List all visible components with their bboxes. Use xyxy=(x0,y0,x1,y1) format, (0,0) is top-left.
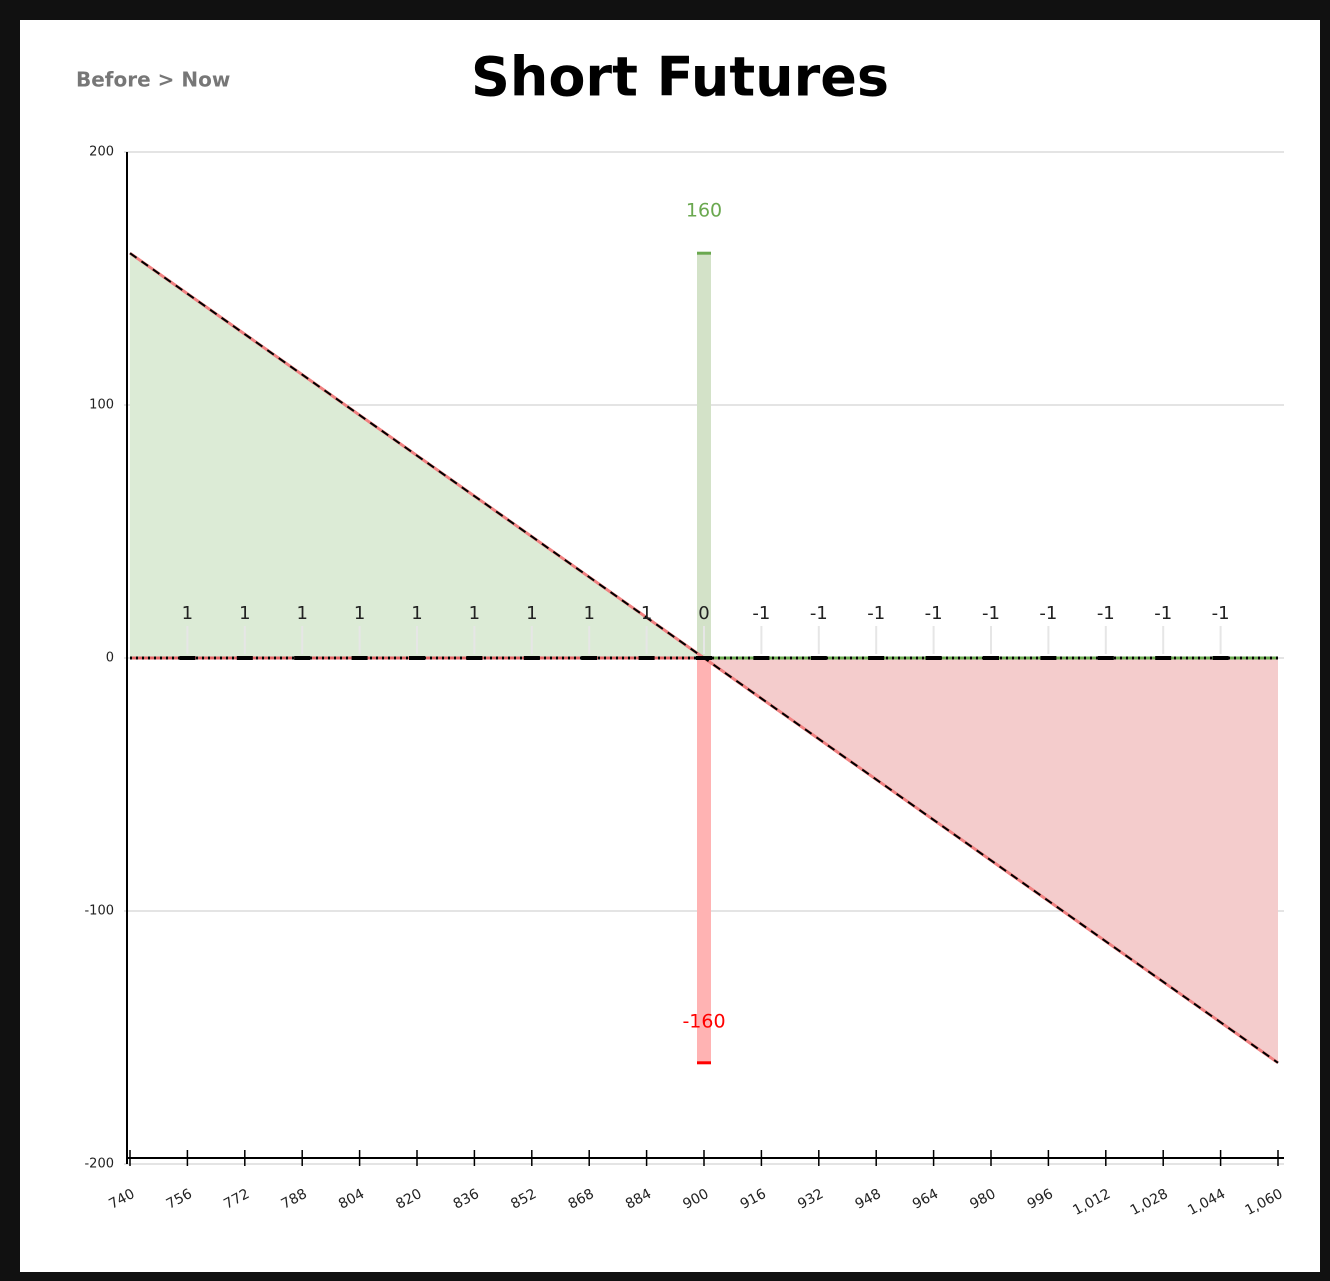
bar-label: 160 xyxy=(686,200,722,222)
marker-label: -1 xyxy=(1212,603,1230,624)
chart: Before > Now Short Futures -200 -100 0 100 2… xyxy=(76,46,1286,1219)
marker xyxy=(1097,656,1114,660)
marker xyxy=(409,656,425,660)
marker xyxy=(753,656,770,660)
marker xyxy=(868,656,885,660)
y-tick-label: 200 xyxy=(89,145,114,160)
marker xyxy=(581,656,598,660)
marker xyxy=(236,656,253,660)
marker-label: -1 xyxy=(867,603,885,624)
marker xyxy=(1040,656,1057,660)
y-tick-label: 0 xyxy=(106,651,114,666)
marker xyxy=(1212,656,1229,660)
y-tick-label: -100 xyxy=(84,904,114,919)
marker-label: -1 xyxy=(925,603,943,624)
x-tick-label: 756 xyxy=(164,1186,195,1213)
chart-title: Short Futures xyxy=(471,46,889,109)
marker-label: 0 xyxy=(698,603,709,624)
marker-label: 1 xyxy=(469,603,480,624)
marker-label: -1 xyxy=(1097,603,1115,624)
marker-label: 1 xyxy=(411,603,422,624)
x-tick-label: 916 xyxy=(738,1186,769,1213)
bar xyxy=(697,658,711,1063)
x-tick-label: 804 xyxy=(336,1186,367,1213)
marker xyxy=(179,656,196,660)
x-tick-label: 964 xyxy=(910,1186,941,1213)
x-tick-label: 932 xyxy=(795,1186,826,1213)
y-tick-label: 100 xyxy=(89,398,114,413)
x-tick-label: 980 xyxy=(967,1186,998,1213)
marker xyxy=(983,656,999,660)
marker xyxy=(351,656,368,660)
bar xyxy=(697,253,711,658)
x-tick-label: 836 xyxy=(451,1186,482,1213)
marker-label: 1 xyxy=(526,603,537,624)
x-tick-label: 852 xyxy=(508,1186,539,1213)
marker-label: -1 xyxy=(1154,603,1172,624)
x-tick-label: 900 xyxy=(680,1186,711,1213)
marker xyxy=(810,656,827,660)
marker-label: -1 xyxy=(1039,603,1057,624)
x-tick-label: 1,060 xyxy=(1243,1186,1286,1219)
y-tick-label: -200 xyxy=(84,1157,114,1172)
x-tick-label: 868 xyxy=(566,1186,597,1213)
breadcrumb: Before > Now xyxy=(76,68,230,92)
marker-label: 1 xyxy=(239,603,250,624)
marker-label: -1 xyxy=(810,603,828,624)
panel: Before > Now Short Futures -200 -100 0 100 2… xyxy=(20,20,1320,1272)
marker xyxy=(466,656,483,660)
marker-label: 1 xyxy=(296,603,307,624)
bar-label: -160 xyxy=(682,1010,725,1032)
marker xyxy=(294,656,311,660)
marker-label: 1 xyxy=(641,603,652,624)
x-tick-label: 884 xyxy=(623,1186,654,1213)
x-tick-label: 1,012 xyxy=(1070,1186,1113,1219)
x-tick-label: 996 xyxy=(1025,1186,1056,1213)
marker xyxy=(925,656,942,660)
marker xyxy=(1155,656,1172,660)
x-tick-label: 740 xyxy=(106,1186,137,1213)
marker xyxy=(523,656,540,660)
x-tick-label: 772 xyxy=(221,1186,252,1213)
marker-label: 1 xyxy=(354,603,365,624)
x-tick-label: 1,028 xyxy=(1128,1186,1171,1219)
marker xyxy=(638,656,655,660)
x-tick-label: 948 xyxy=(853,1186,884,1213)
x-tick-label: 788 xyxy=(279,1186,310,1213)
marker xyxy=(696,656,712,660)
marker-label: 1 xyxy=(182,603,193,624)
x-tick-label: 1,044 xyxy=(1185,1186,1228,1219)
x-tick-label: 820 xyxy=(393,1186,424,1213)
marker-label: -1 xyxy=(982,603,1000,624)
marker-label: 1 xyxy=(583,603,594,624)
marker-label: -1 xyxy=(752,603,770,624)
